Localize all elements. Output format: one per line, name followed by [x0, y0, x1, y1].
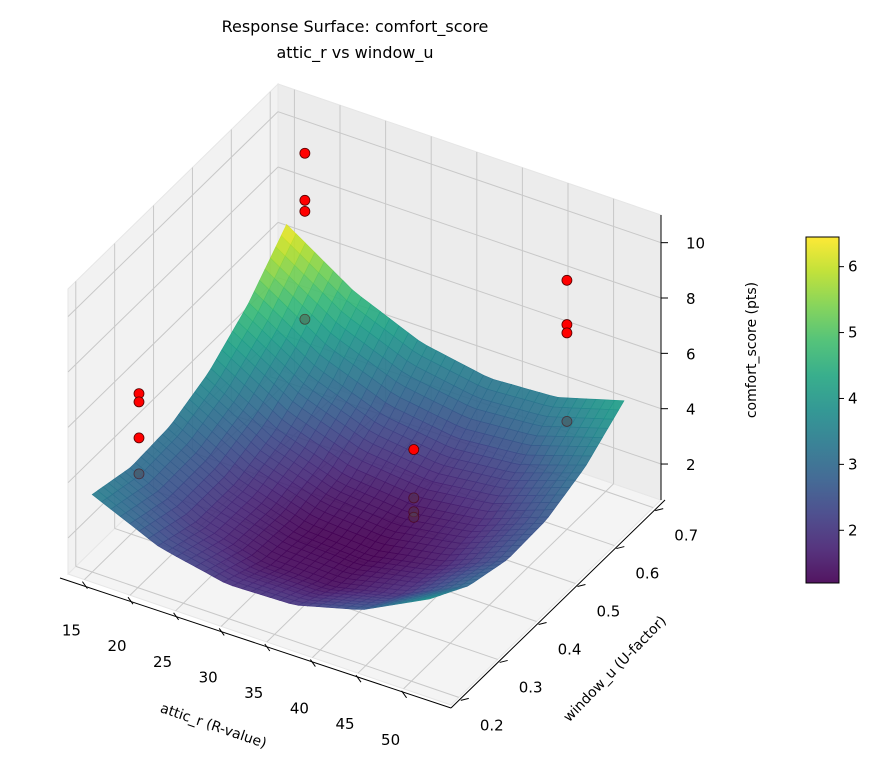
observed-points — [133, 147, 573, 455]
colorbar-tick-label: 3 — [848, 455, 858, 473]
z-gridline — [67, 111, 279, 318]
x-tick — [309, 659, 316, 667]
y-tick-label: 0.3 — [519, 678, 543, 696]
x-tick-label: 25 — [153, 653, 172, 671]
colorbar-tick-label: 5 — [848, 324, 858, 342]
y-tick — [499, 659, 508, 663]
y-tick — [577, 584, 586, 588]
observed-point — [561, 416, 573, 427]
colorbar: 2 3 4 5 6 — [805, 236, 858, 584]
observed-point — [299, 205, 311, 217]
y-tick-label: 0.2 — [480, 716, 504, 734]
x-tick — [355, 674, 362, 683]
x-tick-label: 50 — [381, 731, 400, 749]
z-gridline — [277, 221, 662, 354]
colorbar-tick-label: 2 — [848, 521, 858, 539]
colorbar-tick-label: 6 — [848, 258, 858, 276]
x-tick-label: 40 — [290, 700, 309, 718]
y-tick — [538, 621, 547, 625]
observed-point — [561, 274, 573, 286]
axes-lines — [59, 215, 668, 709]
y-tick-label: 0.6 — [635, 565, 659, 583]
x-tick-label: 20 — [107, 637, 126, 655]
x-tick — [218, 628, 225, 636]
y-tick — [655, 508, 664, 512]
x-tick — [82, 581, 88, 589]
observed-point — [408, 492, 420, 504]
observed-point — [408, 511, 420, 523]
x-tick-label: 15 — [62, 622, 81, 640]
y-tick — [460, 697, 469, 701]
z-tick-label: 6 — [686, 345, 696, 363]
colorbar-tick-label: 4 — [848, 389, 858, 407]
x-gridline — [403, 483, 614, 690]
observed-point — [408, 506, 420, 518]
x-tick — [264, 643, 271, 652]
z-tick-label: 4 — [686, 401, 696, 419]
x-axis-label: attic_r (R-value) — [158, 701, 269, 752]
z-gridline — [277, 166, 662, 299]
y-tick-label: 0.5 — [597, 603, 621, 621]
y-tick-label: 0.4 — [558, 640, 582, 658]
z-gridline — [277, 111, 662, 244]
z-tick-label: 8 — [686, 290, 696, 308]
y-tick — [616, 546, 625, 550]
z-gridline — [67, 277, 279, 484]
observed-point — [133, 468, 145, 480]
observed-point — [133, 396, 145, 408]
x-tick-label: 30 — [199, 668, 218, 686]
surface-patch — [420, 596, 436, 601]
response-surface — [91, 223, 625, 610]
chart-title-line2: attic_r vs window_u — [277, 43, 434, 63]
y-axis-label: window_u (U-factor) — [561, 613, 670, 725]
z-gridline — [67, 221, 279, 428]
observed-point — [299, 313, 311, 325]
colorbar-gradient — [805, 236, 840, 584]
x-tick-label: 45 — [335, 715, 354, 733]
chart-title-line1: Response Surface: comfort_score — [222, 17, 489, 37]
x-axis-line — [59, 577, 452, 709]
z-tick-label: 2 — [686, 456, 696, 474]
tick-labels: 15 20 25 30 35 40 45 50 0.2 0.3 0.4 0.5 0.6 0.7 2 4 6 8 10 — [62, 235, 705, 749]
observed-point — [299, 194, 311, 206]
y-tick-label: 0.7 — [674, 527, 698, 545]
observed-point — [133, 432, 145, 444]
z-axis-label: comfort_score (pts) — [744, 282, 760, 418]
x-tick-label: 35 — [244, 684, 263, 702]
z-tick-label: 10 — [686, 235, 705, 253]
x-tick — [401, 690, 407, 699]
z-gridline — [67, 166, 279, 373]
observed-point — [408, 444, 420, 455]
y-axis-line — [450, 499, 666, 709]
x-tick — [173, 612, 180, 621]
x-tick — [127, 596, 134, 605]
observed-point — [561, 327, 573, 339]
observed-point — [299, 147, 311, 159]
y-gridline — [75, 565, 459, 698]
